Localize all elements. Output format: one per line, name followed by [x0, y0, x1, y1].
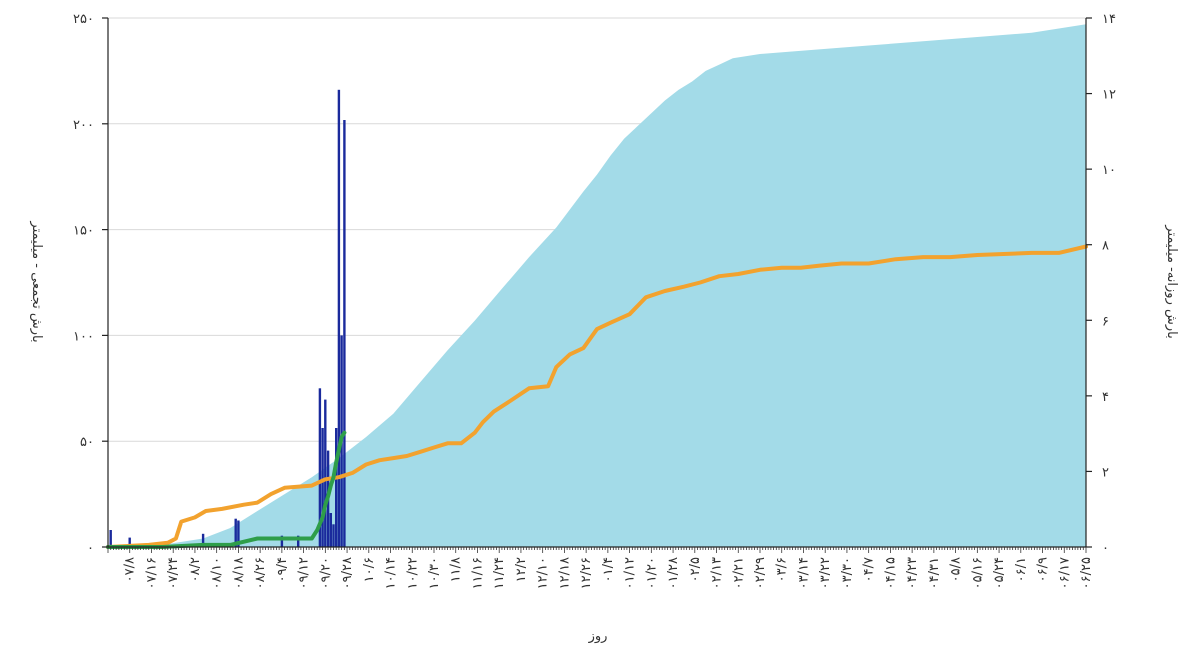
x-tick-label: ۰۳/۱۴ — [797, 557, 812, 589]
x-tick-label: ۰۶/۹ — [1036, 557, 1051, 582]
daily-bar — [280, 535, 284, 547]
x-tick-label: ۰۳/۶ — [775, 557, 790, 582]
daily-bar — [337, 89, 341, 548]
x-tick-label: ۰۹/۲۸ — [340, 557, 355, 589]
axes — [102, 17, 1092, 553]
y-right-tick-label: ۸ — [1102, 239, 1109, 254]
line-layer — [106, 244, 1088, 549]
x-tick-label: ۰۱/۲۸ — [666, 557, 681, 589]
x-tick-label: ۰۱/۲۰ — [644, 557, 659, 589]
x-tick-label: ۰۴/۷ — [862, 557, 877, 582]
y-right-tick-label: ۲ — [1102, 465, 1109, 480]
y-left-tick-label: ۵۰ — [80, 435, 94, 450]
x-tick-label: ۱۱/۸ — [449, 557, 464, 582]
daily-bar — [234, 518, 237, 547]
x-tick-label: ۰۸/۱۰ — [210, 557, 225, 589]
x-tick-label: ۱۰/۳۰ — [427, 557, 442, 589]
x-tick-label: ۰۲/۲۹ — [753, 557, 768, 589]
cumulative-area-series — [108, 24, 1086, 548]
x-tick-label: ۱۲/۲۶ — [579, 557, 594, 589]
y-right-tick-label: ۰ — [1102, 541, 1109, 556]
daily-bar — [329, 513, 332, 547]
x-tick-label: ۰۷/۲۴ — [166, 557, 181, 589]
y-axis-left-title: بارش تجمعی - میلیمتر — [29, 220, 44, 342]
x-tick-label: ۱۲/۱۰ — [536, 557, 551, 589]
daily-bar — [318, 388, 322, 547]
x-tick-label: ۰۹/۴ — [275, 557, 290, 582]
line-series-2 — [106, 430, 347, 549]
daily-bar — [201, 533, 205, 547]
y-left-tick-label: ۰ — [87, 541, 94, 556]
x-tick-label: ۰۴/۳۱ — [927, 557, 942, 589]
y-right-tick-label: ۴ — [1102, 390, 1109, 405]
x-tick-label: ۱۰/۲۲ — [405, 557, 420, 589]
x-tick-label: ۱۲/۲ — [514, 557, 529, 582]
daily-bar — [109, 530, 112, 547]
x-tick-label: ۰۵/۲۴ — [992, 557, 1007, 589]
x-tick-label: ۰۱/۱۲ — [623, 557, 638, 589]
x-tick-label: ۱۰/۶ — [362, 557, 377, 582]
x-tick-label: ۰۹/۱۲ — [297, 557, 312, 589]
area-layer — [108, 24, 1086, 548]
x-tick-label: ۰۳/۲۲ — [818, 557, 833, 589]
x-tick-label: ۰۱/۴ — [601, 557, 616, 582]
y-left-tick-label: ۱۰۰ — [73, 329, 94, 344]
y-left-tick-label: ۲۵۰ — [73, 12, 94, 27]
y-left-tick-label: ۲۰۰ — [73, 118, 94, 133]
line-series-1 — [106, 244, 1088, 549]
x-tick-label: ۰۹/۲۰ — [318, 557, 333, 589]
x-tick-label: ۱۱/۱۶ — [471, 557, 486, 589]
y-axis-right-title: بارش روزانه- میلیمتر — [1164, 224, 1179, 338]
x-tick-label: ۰۲/۵ — [688, 557, 703, 582]
x-tick-label: ۰۶/۱۷ — [1057, 557, 1072, 589]
x-tick-label: ۰۴/۲۳ — [905, 557, 920, 589]
x-tick-label: ۰۲/۲۱ — [731, 557, 746, 589]
daily-bar — [335, 428, 338, 547]
x-tick-label: ۰۵/۱۶ — [970, 557, 985, 589]
tick-labels: ۰ ۵۰ ۱۰۰ ۱۵۰ ۲۰۰ ۲۵۰ ۰ ۲ ۴ ۶ ۸ ۱۰ ۱۲ ۱۴ ۰۷/۸ ۰۷/۱۶ ۰۷/۲۴… — [73, 12, 1116, 589]
x-axis-title: روز — [588, 629, 608, 644]
daily-bar — [324, 399, 327, 547]
y-right-tick-label: ۱۰ — [1102, 163, 1116, 178]
x-tick-label: ۰۲/۱۳ — [710, 557, 725, 589]
x-tick-label: ۰۶/۱ — [1014, 557, 1029, 582]
daily-bar — [343, 120, 346, 547]
x-tick-label: ۱۰/۱۴ — [384, 557, 399, 589]
x-tick-label: ۰۸/۲۶ — [253, 557, 268, 589]
y-left-tick-label: ۱۵۰ — [73, 224, 94, 239]
x-tick-label: ۰۷/۱۶ — [145, 557, 160, 589]
x-tick-label: ۱۲/۱۸ — [557, 557, 572, 589]
y-right-tick-label: ۶ — [1102, 314, 1109, 329]
y-right-tick-label: ۱۴ — [1102, 12, 1116, 27]
daily-bar — [297, 535, 300, 547]
x-tick-label: ۱۱/۲۴ — [492, 557, 507, 589]
x-tick-label: ۰۸/۲ — [188, 557, 203, 582]
x-tick-label: ۰۷/۸ — [123, 557, 138, 582]
x-tick-label: ۰۴/۱۵ — [883, 557, 898, 589]
x-tick-label: ۰۳/۳۰ — [840, 557, 855, 589]
daily-bar — [128, 537, 131, 547]
x-tick-label: ۰۵/۸ — [949, 557, 964, 582]
daily-bar — [321, 428, 324, 547]
daily-bar — [332, 524, 335, 547]
y-right-tick-label: ۱۲ — [1102, 88, 1116, 103]
x-tick-label: ۰۶/۲۵ — [1079, 557, 1094, 589]
daily-bar — [237, 520, 240, 547]
x-tick-label: ۰۸/۱۸ — [231, 557, 246, 589]
